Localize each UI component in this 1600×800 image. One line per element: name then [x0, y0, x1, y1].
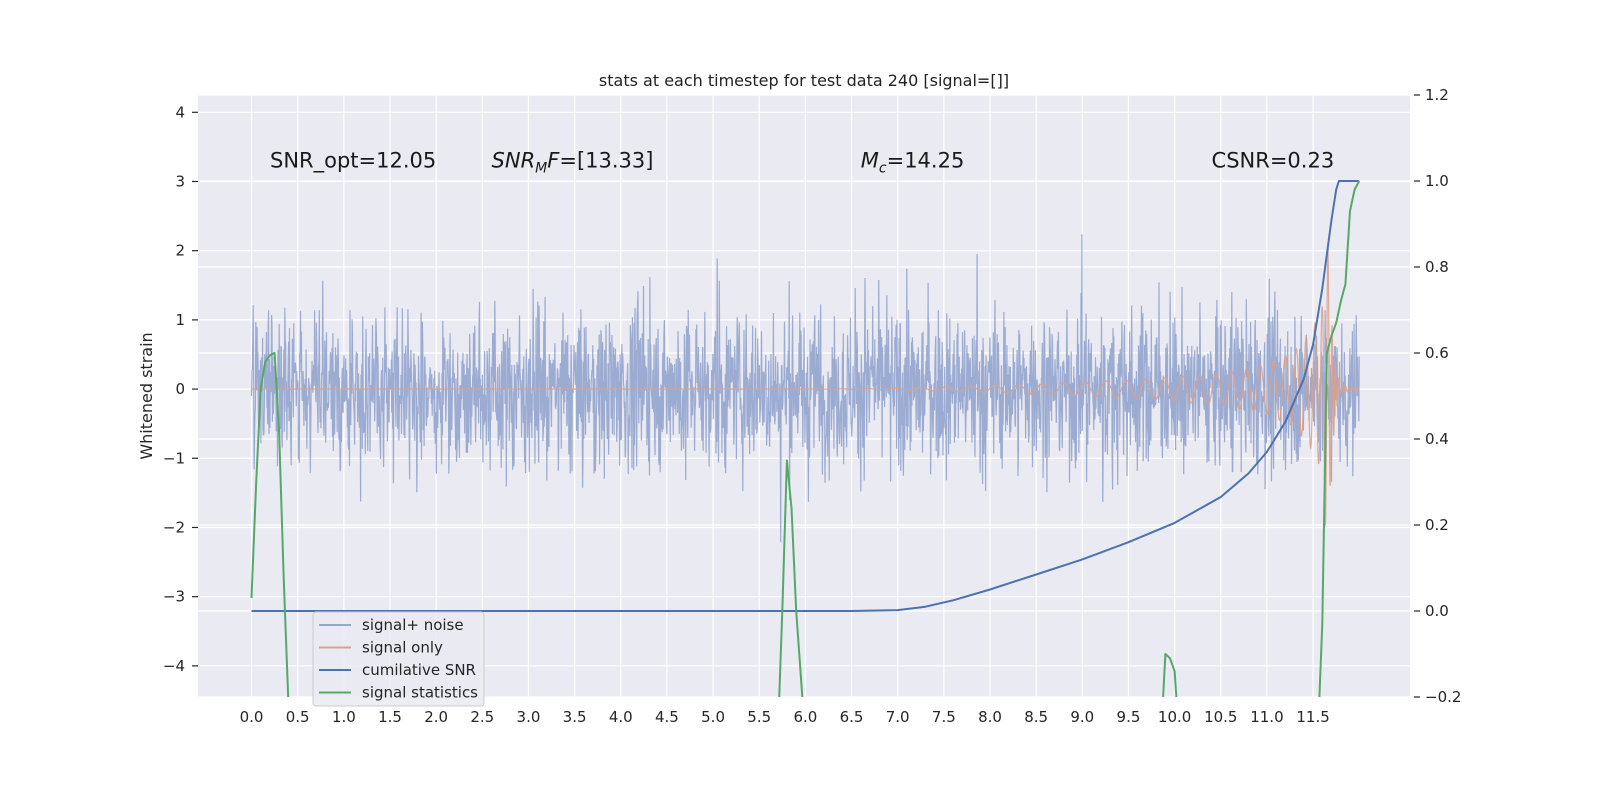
y2-tick-label: 0.2 [1425, 516, 1449, 534]
x-tick-label: 5.5 [747, 708, 771, 726]
series-signal-noise-line [250, 234, 1360, 543]
y2-tick-label: 1.0 [1425, 172, 1449, 190]
legend-label: signal statistics [362, 684, 478, 702]
y-tick-label: −4 [163, 657, 185, 675]
x-tick-label: 11.5 [1296, 708, 1329, 726]
x-tick-label: 8.0 [978, 708, 1002, 726]
y2-tick-label: 0.8 [1425, 258, 1449, 276]
annotation-mc: Mc=14.25 [861, 149, 965, 177]
x-tick-label: 1.5 [378, 708, 402, 726]
x-tick-label: 8.5 [1024, 708, 1048, 726]
annotation-mc-sub: c [879, 161, 887, 177]
series-signal-only-line [251, 244, 1360, 526]
x-tick-label: 5.0 [701, 708, 725, 726]
x-tick-label: 7.0 [886, 708, 910, 726]
y2-tick-label: 0.6 [1425, 344, 1449, 362]
legend-box [312, 611, 485, 707]
x-tick-label: 2.0 [424, 708, 448, 726]
x-tick-label: 6.5 [840, 708, 864, 726]
legend: signal+ noise signal only cumilative SNR si… [312, 611, 485, 707]
y2-tick-label: 1.2 [1425, 86, 1449, 104]
x-tick-label: 1.0 [332, 708, 356, 726]
y-tick-label: 0 [175, 380, 185, 398]
x-tick-label: 9.5 [1117, 708, 1141, 726]
y2-tick-label: −0.2 [1425, 688, 1461, 706]
x-tick-label: 10.0 [1158, 708, 1191, 726]
y-tick-label: −1 [163, 449, 185, 467]
annotation-snr-mf-rest-italic: F [547, 149, 560, 173]
annotation-csnr: CSNR=0.23 [1212, 149, 1335, 173]
annotation-snr-opt: SNR_opt=12.05 [270, 149, 436, 174]
y-tick-label: 1 [175, 311, 185, 329]
x-tick-label: 9.0 [1070, 708, 1094, 726]
x-tick-label: 3.5 [563, 708, 587, 726]
x-tick-label: 4.5 [655, 708, 679, 726]
x-tick-label: 4.0 [609, 708, 633, 726]
annotation-snr-mf-sub: M [535, 161, 547, 177]
x-tick-label: 10.5 [1204, 708, 1237, 726]
x-tick-label: 2.5 [470, 708, 494, 726]
y-tick-label: 3 [175, 172, 185, 190]
y-tick-label: 4 [175, 103, 185, 121]
x-tick-label: 6.0 [793, 708, 817, 726]
annotation-snr-mf-main: SNR [492, 149, 536, 173]
y-axis-label: Whitened strain [137, 332, 156, 459]
annotation-mc-main: M [861, 149, 879, 173]
annotation-snr-mf-rest: =[13.33] [559, 149, 653, 173]
y2-tick-label: 0.4 [1425, 430, 1449, 448]
series-signal-statistics-line [250, 180, 1361, 697]
y2-tick-label: 0.0 [1425, 602, 1449, 620]
x-tick-label: 3.0 [517, 708, 541, 726]
axes: 0.0 0.5 1.0 1.5 2.0 2.5 3.0 3.5 4.0 4.5 5.0 5.5 6.0 6… [163, 86, 1462, 726]
legend-label: cumilative SNR [362, 661, 476, 679]
legend-label: signal+ noise [362, 616, 464, 634]
annotation-mc-rest: =14.25 [887, 149, 965, 173]
x-tick-label: 11.0 [1250, 708, 1283, 726]
y-tick-label: −2 [163, 518, 185, 536]
x-tick-label: 0.0 [240, 708, 264, 726]
series-cumilative-snr-line [251, 180, 1360, 612]
series-layer [250, 180, 1361, 697]
y-tick-label: 2 [175, 242, 185, 260]
annotation-snr-mf: SNRMF=[13.33] [492, 149, 654, 177]
y-tick-label: −3 [163, 588, 185, 606]
chart-title: stats at each timestep for test data 240… [599, 71, 1009, 90]
legend-label: signal only [362, 639, 443, 657]
x-tick-label: 0.5 [286, 708, 310, 726]
x-tick-label: 7.5 [932, 708, 956, 726]
